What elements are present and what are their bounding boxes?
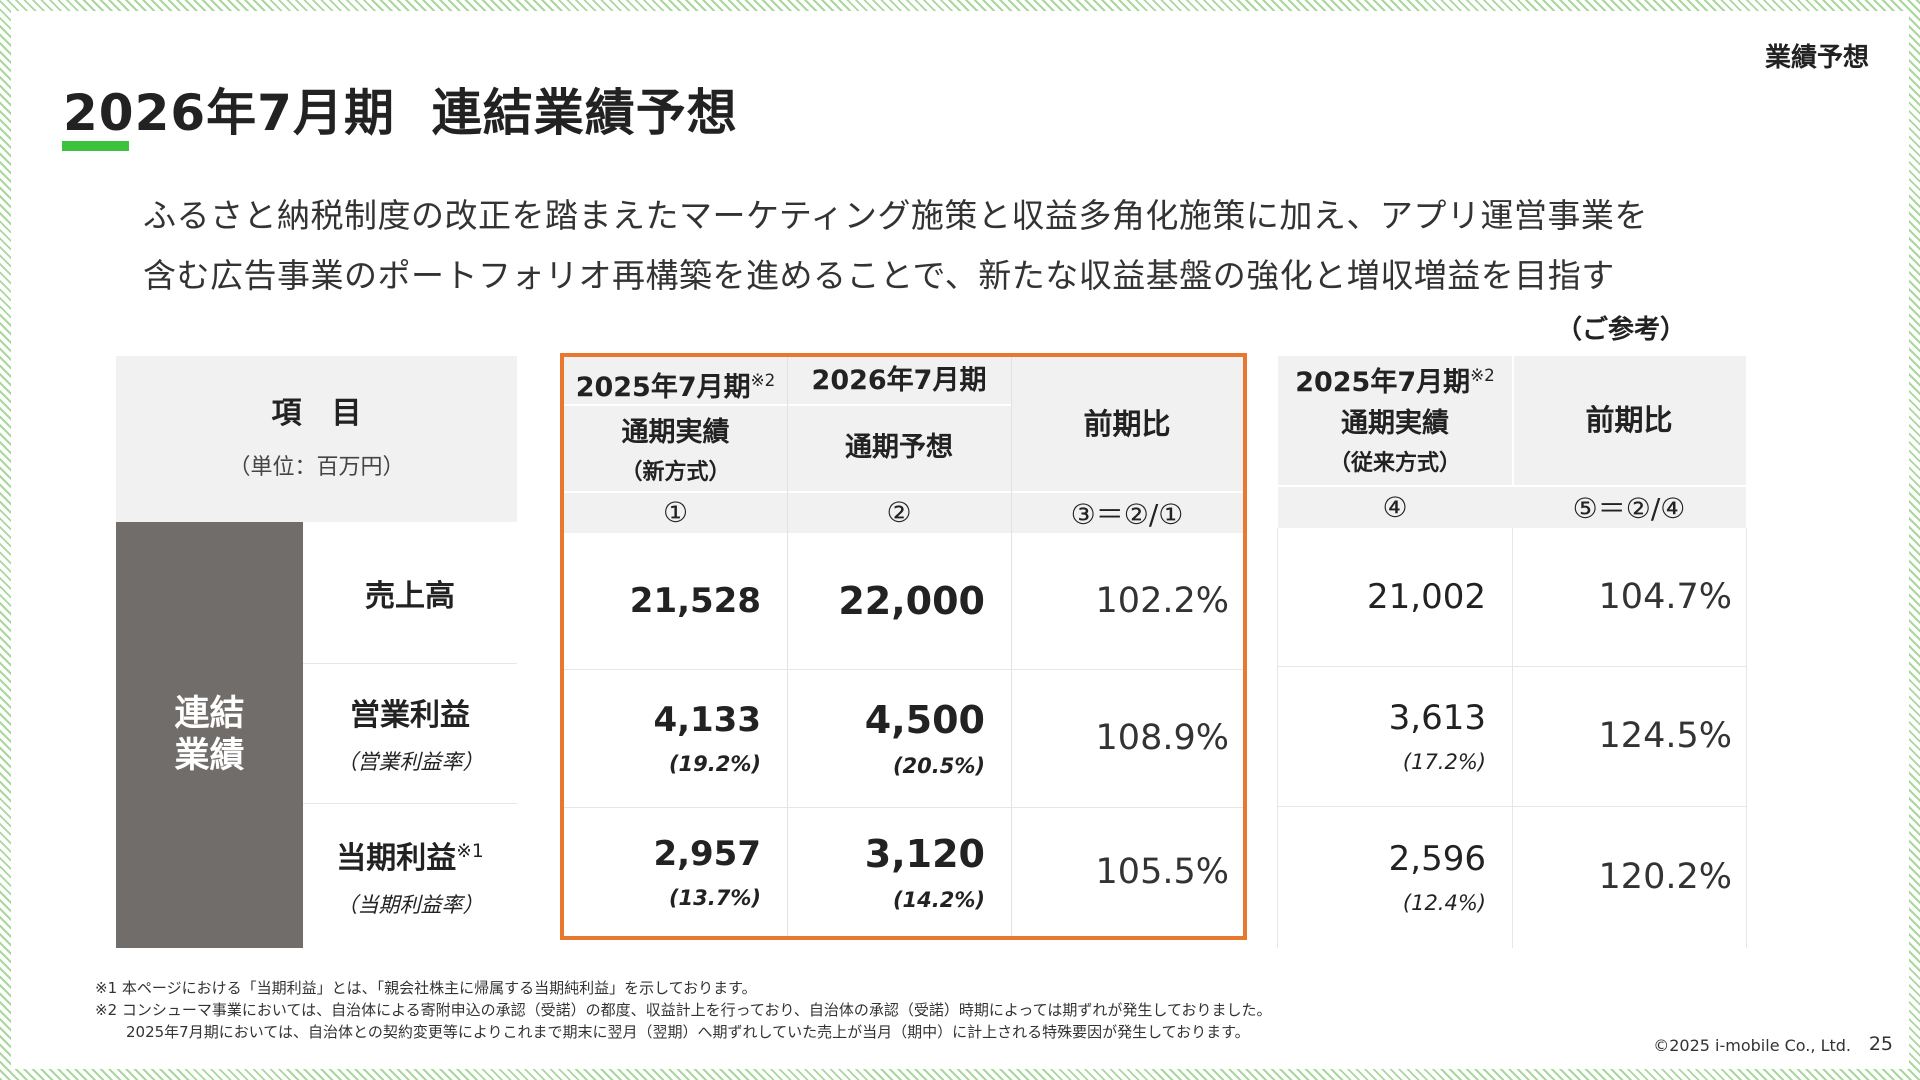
- value: 21,528: [629, 581, 761, 621]
- col4-period: 2025年7月期: [1295, 367, 1471, 398]
- col2-period-cell: 2026年7月期: [787, 357, 1011, 404]
- col1-type: 通期実績: [621, 417, 730, 449]
- col3-index: ③＝②/①: [1070, 497, 1184, 531]
- sales-yoy-new: 102.2%: [1095, 581, 1229, 621]
- row-label: 売上高: [365, 578, 455, 614]
- col1-method: （新方式）: [620, 460, 731, 486]
- col5-index-cell: ⑤＝②/④: [1512, 486, 1746, 528]
- col1-mark: ※2: [750, 370, 776, 390]
- col3-label: 前期比: [1083, 406, 1171, 441]
- op-profit-yoy-new: 108.9%: [1095, 718, 1229, 758]
- value: 22,000: [838, 579, 985, 623]
- row-label-net-income: 当期利益※1 （当期利益率）: [303, 803, 517, 948]
- col3-index-cell: ③＝②/①: [1011, 492, 1243, 533]
- col2-period: 2026年7月期: [811, 364, 987, 396]
- group-label: 連結 業績: [116, 522, 303, 948]
- value: 3,120: [864, 831, 985, 876]
- col4-index-cell: ④: [1278, 486, 1512, 528]
- col3-header: 前期比: [1011, 357, 1243, 492]
- value: 21,002: [1367, 577, 1486, 617]
- margin: (17.2%): [1402, 750, 1486, 774]
- footnote-2-continued: 2025年7月期においては、自治体との契約変更等によりこれまで期末に翌月（翌期）…: [126, 1023, 1250, 1041]
- row-sub-label: （当期利益率）: [336, 892, 484, 917]
- op-profit-actual-new: 4,133 (19.2%): [564, 669, 787, 807]
- sales-actual-new: 21,528: [564, 533, 787, 669]
- sales-forecast: 22,000: [787, 533, 1011, 669]
- section-label: 業績予想: [1764, 43, 1869, 73]
- group-label-line2: 業績: [174, 736, 245, 776]
- row-label-text: 当期利益: [336, 840, 457, 876]
- reference-label: （ご参考）: [1556, 315, 1687, 345]
- value: 2,596: [1388, 839, 1486, 879]
- value: 2,957: [653, 833, 761, 874]
- col1-header: 2025年7月期※2 通期実績 （新方式）: [564, 357, 787, 492]
- net-income-forecast: 3,120 (14.2%): [787, 807, 1011, 936]
- margin: (19.2%): [668, 752, 761, 776]
- footnote-mark-1: ※1: [456, 840, 484, 862]
- margin: (12.4%): [1402, 891, 1486, 915]
- net-income-yoy-new: 105.5%: [1095, 851, 1229, 892]
- row-label-sales: 売上高: [303, 522, 517, 663]
- margin: (20.5%): [892, 754, 985, 778]
- col1-period: 2025年7月期: [575, 372, 751, 403]
- net-income-actual-new: 2,957 (13.7%): [564, 807, 787, 936]
- col2-index-cell: ②: [787, 492, 1011, 533]
- description-line-2: 含む広告事業のポートフォリオ再構築を進めることで、新たな収益基盤の強化と増収増益…: [143, 256, 1615, 295]
- sales-yoy-old: 104.7%: [1598, 577, 1732, 617]
- col1-index: ①: [662, 496, 689, 529]
- value: 4,133: [653, 700, 761, 740]
- margin: (14.2%): [892, 887, 985, 912]
- value: 3,613: [1388, 698, 1486, 738]
- copyright: ©2025 i-mobile Co., Ltd.: [1653, 1036, 1851, 1055]
- col1-index-cell: ①: [564, 492, 787, 533]
- col4-mark: ※2: [1470, 365, 1495, 385]
- slide: 業績予想 2026年7月期 連結業績予想 ふるさと納税制度の改正を踏まえたマーケ…: [11, 11, 1909, 1069]
- col4-header: 2025年7月期※2 通期実績 （従来方式）: [1278, 356, 1512, 486]
- row-sub-label: （営業利益率）: [336, 750, 484, 774]
- page-number: 25: [1868, 1033, 1893, 1055]
- value: 4,500: [864, 698, 985, 742]
- sales-actual-old: 21,002: [1278, 528, 1512, 666]
- row-label: 営業利益: [350, 698, 470, 733]
- group-label-line1: 連結: [174, 694, 245, 734]
- margin: (13.7%): [668, 885, 761, 910]
- op-profit-actual-old: 3,613 (17.2%): [1278, 666, 1512, 806]
- op-profit-forecast: 4,500 (20.5%): [787, 669, 1011, 807]
- item-header: 項 目: [271, 395, 362, 431]
- col4-method: （従来方式）: [1328, 451, 1461, 477]
- net-income-actual-old: 2,596 (12.4%): [1278, 806, 1512, 948]
- footnote-1: ※1 本ページにおける「当期利益」とは、「親会社株主に帰属する当期純利益」を示し…: [95, 979, 757, 997]
- row-label-operating-profit: 営業利益 （営業利益率）: [303, 663, 517, 803]
- col5-header: 前期比: [1512, 356, 1746, 486]
- title-underline: [62, 141, 129, 151]
- description-line-1: ふるさと納税制度の改正を踏まえたマーケティング施策と収益多角化施策に加え、アプリ…: [143, 196, 1648, 235]
- col2-type: 通期予想: [845, 432, 953, 464]
- item-header-cell: 項 目 （単位：百万円）: [116, 356, 517, 522]
- col5-index: ⑤＝②/④: [1572, 492, 1686, 525]
- col4-type: 通期実績: [1341, 408, 1449, 440]
- net-income-yoy-old: 120.2%: [1598, 857, 1732, 897]
- highlight-frame: [560, 353, 1247, 940]
- row-label: 当期利益※1: [336, 833, 483, 877]
- footnote-2: ※2 コンシューマ事業においては、自治体による寄附申込の承認（受諾）の都度、収益…: [95, 1001, 1272, 1019]
- unit-label: （単位：百万円）: [228, 455, 405, 481]
- op-profit-yoy-old: 124.5%: [1598, 716, 1732, 756]
- col5-label: 前期比: [1585, 403, 1673, 438]
- col2-type-cell: 通期予想: [787, 404, 1011, 492]
- col2-index: ②: [886, 496, 912, 529]
- col4-index: ④: [1382, 490, 1408, 524]
- page-title: 2026年7月期 連結業績予想: [63, 84, 738, 142]
